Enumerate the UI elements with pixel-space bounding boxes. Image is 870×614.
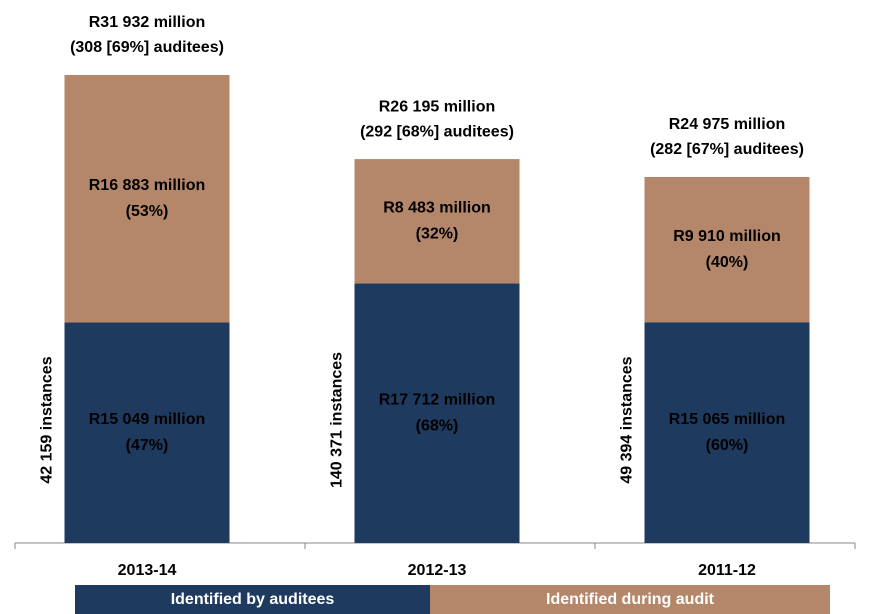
instances-label: 140 371 instances <box>329 352 346 488</box>
total-label: (308 [69%] auditees) <box>70 39 224 56</box>
value-label: (68%) <box>416 417 459 434</box>
bar-segment <box>644 176 810 323</box>
instances-label: 42 159 instances <box>39 356 56 483</box>
value-label: (32%) <box>416 225 459 242</box>
x-tick-label: 2012-13 <box>408 562 467 579</box>
x-tick-label: 2013-14 <box>118 562 177 579</box>
bar-segment <box>64 322 230 543</box>
instances-label: 49 394 instances <box>619 356 636 483</box>
value-label: R8 483 million <box>383 199 491 216</box>
total-label: R24 975 million <box>669 116 786 133</box>
value-label: (40%) <box>706 254 749 271</box>
bar-segment <box>644 322 810 543</box>
total-label: (282 [67%] auditees) <box>650 141 804 158</box>
value-label: R15 049 million <box>89 411 206 428</box>
bar-segment <box>64 75 230 323</box>
total-label: R31 932 million <box>89 14 206 31</box>
value-label: R17 712 million <box>379 391 496 408</box>
value-label: R16 883 million <box>89 177 206 194</box>
value-label: (60%) <box>706 437 749 454</box>
total-label: R26 195 million <box>379 98 496 115</box>
bar-segment <box>354 283 520 543</box>
value-label: R15 065 million <box>669 411 786 428</box>
legend-swatch <box>75 585 430 614</box>
total-label: (292 [68%] auditees) <box>360 123 514 140</box>
x-tick-label: 2011-12 <box>698 562 756 579</box>
bar-segment <box>354 159 520 284</box>
legend-label: Identified by auditees <box>171 591 335 608</box>
value-label: (47%) <box>126 437 169 454</box>
legend-label: Identified during audit <box>546 591 715 608</box>
value-label: (53%) <box>126 203 169 220</box>
legend-swatch <box>430 585 830 614</box>
value-label: R9 910 million <box>673 228 781 245</box>
